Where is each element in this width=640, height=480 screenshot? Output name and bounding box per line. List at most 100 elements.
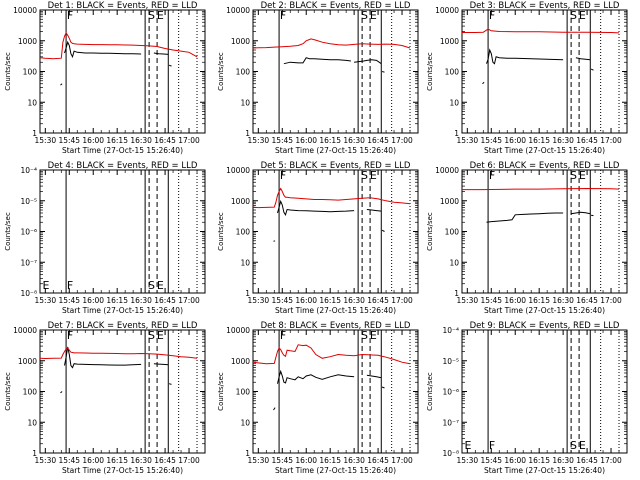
- events-series-line: [64, 40, 142, 59]
- x-tick-label: 16:45: [576, 136, 598, 145]
- panel-det-7: Det 7: BLACK = Events, RED = LLD 1 10 100 10…: [4, 321, 206, 475]
- y-tick-label: 100: [445, 228, 460, 237]
- marker-letter-f: F: [280, 329, 286, 342]
- marker-letter-e: E: [370, 329, 377, 342]
- marker-letter-e: E: [579, 9, 586, 22]
- marker-letter-f: F: [489, 169, 495, 182]
- x-tick-label: 15:30: [35, 296, 57, 305]
- y-tick-label: 1: [454, 289, 459, 298]
- marker-letter-e: E: [157, 329, 164, 342]
- marker-letter-f: F: [67, 279, 73, 292]
- marker-letter-e: E: [370, 169, 377, 182]
- marker-letter-e: E: [579, 169, 586, 182]
- x-tick-label: 16:45: [367, 136, 389, 145]
- x-tick-label: 16:15: [106, 136, 128, 145]
- y-tick-label: 10⁻⁴: [442, 326, 459, 335]
- events-series-line: [482, 81, 485, 85]
- y-tick-label: 10000: [435, 6, 459, 15]
- x-axis-label: Start Time (27-Oct-15 15:26:40): [275, 306, 396, 315]
- x-tick-label: 17:00: [178, 136, 200, 145]
- events-series-line: [354, 59, 382, 65]
- y-axis-label: Counts/sec: [426, 212, 434, 251]
- plot-frame: [252, 169, 419, 294]
- x-tick-label: 16:00: [82, 136, 104, 145]
- y-tick-label: 1000: [18, 357, 37, 366]
- panel-title: Det 1: BLACK = Events, RED = LLD: [48, 1, 198, 11]
- x-tick-label: 16:15: [319, 296, 341, 305]
- y-tick-label: 10: [27, 418, 37, 427]
- y-tick-label: 10⁻⁶: [20, 228, 37, 237]
- y-tick-label: 10: [240, 258, 250, 267]
- events-series-line: [486, 212, 564, 223]
- x-tick-label: 15:30: [457, 456, 479, 465]
- y-tick-label: 100: [236, 228, 251, 237]
- y-tick-label: 1000: [231, 37, 250, 46]
- panel-title: Det 5: BLACK = Events, RED = LLD: [261, 161, 411, 171]
- y-tick-label: 100: [236, 388, 251, 397]
- x-tick-label: 17:00: [178, 456, 200, 465]
- events-series-line: [273, 240, 276, 242]
- events-series-line: [571, 211, 591, 215]
- x-tick-label: 15:45: [271, 136, 293, 145]
- lld-series-line: [462, 28, 620, 34]
- y-tick-label: 10: [240, 98, 250, 107]
- marker-letter-s: S: [570, 169, 577, 182]
- panel-det-2: Det 2: BLACK = Events, RED = LLD 1 10 100 10…: [217, 1, 419, 155]
- x-tick-label: 17:00: [600, 456, 622, 465]
- x-tick-label: 16:15: [528, 456, 550, 465]
- y-axis-label: Counts/sec: [217, 372, 225, 411]
- y-tick-label: 10000: [435, 166, 459, 175]
- x-tick-label: 16:15: [528, 296, 550, 305]
- y-tick-label: 10⁻⁸: [20, 289, 37, 298]
- panel-title: Det 4: BLACK = Events, RED = LLD: [48, 161, 198, 171]
- x-tick-label: 17:00: [391, 456, 413, 465]
- x-tick-label: 17:00: [600, 296, 622, 305]
- x-tick-label: 16:45: [367, 296, 389, 305]
- x-axis-label: Start Time (27-Oct-15 15:26:40): [62, 146, 183, 155]
- marker-letter-f: F: [67, 329, 73, 342]
- x-tick-label: 16:30: [552, 296, 574, 305]
- marker-letter-e: E: [157, 9, 164, 22]
- y-tick-label: 10000: [226, 6, 250, 15]
- marker-letter-s: S: [148, 329, 155, 342]
- x-tick-label: 15:45: [271, 456, 293, 465]
- plot-frame: [39, 329, 206, 454]
- marker-letter-s: S: [570, 9, 577, 22]
- lld-series-line: [39, 31, 198, 60]
- x-tick-label: 15:30: [248, 456, 270, 465]
- x-tick-label: 17:00: [391, 136, 413, 145]
- x-tick-label: 15:30: [248, 136, 270, 145]
- y-tick-label: 10000: [226, 326, 250, 335]
- panel-det-3: Det 3: BLACK = Events, RED = LLD 1 10 100 10…: [426, 1, 628, 155]
- x-tick-label: 16:30: [343, 296, 365, 305]
- x-tick-label: 15:30: [248, 296, 270, 305]
- lld-series-line: [252, 187, 411, 209]
- events-series-line: [283, 57, 351, 65]
- x-axis-label: Start Time (27-Oct-15 15:26:40): [484, 146, 605, 155]
- x-axis-label: Start Time (27-Oct-15 15:26:40): [62, 306, 183, 315]
- marker-letter-f: F: [489, 439, 495, 452]
- y-axis-label: Counts/sec: [4, 212, 12, 251]
- x-tick-label: 16:45: [367, 456, 389, 465]
- events-series-line: [273, 407, 276, 411]
- x-tick-label: 15:45: [480, 456, 502, 465]
- marker-letter-e: E: [370, 9, 377, 22]
- lld-series-line: [252, 38, 411, 49]
- y-tick-label: 10000: [13, 6, 37, 15]
- events-series-line: [381, 229, 385, 232]
- marker-letter-f: F: [280, 9, 286, 22]
- y-tick-label: 1000: [440, 37, 459, 46]
- y-axis-label: Counts/sec: [217, 52, 225, 91]
- y-tick-label: 100: [445, 68, 460, 77]
- x-tick-label: 15:45: [58, 296, 80, 305]
- y-axis-label: Counts/sec: [426, 372, 434, 411]
- x-tick-label: 15:30: [35, 456, 57, 465]
- y-tick-label: 10: [449, 98, 459, 107]
- x-tick-label: 15:30: [457, 136, 479, 145]
- events-series-line: [486, 48, 564, 65]
- y-tick-label: 1000: [18, 37, 37, 46]
- x-tick-label: 15:30: [35, 136, 57, 145]
- y-axis-label: Counts/sec: [217, 212, 225, 251]
- y-tick-label: 1000: [440, 197, 459, 206]
- x-tick-label: 16:00: [504, 136, 526, 145]
